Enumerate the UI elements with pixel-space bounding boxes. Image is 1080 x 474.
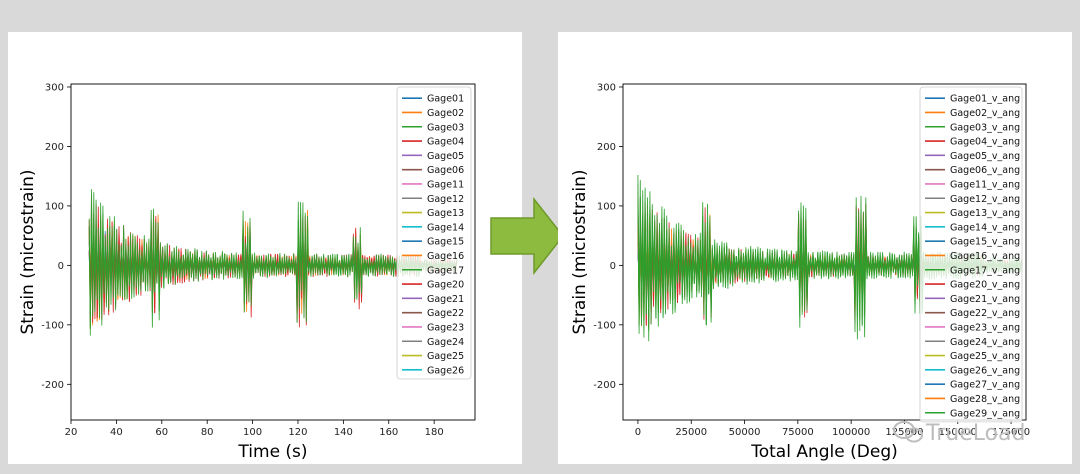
legend-entry: Gage22 xyxy=(427,308,464,319)
y-axis-label: Strain (microstrain) xyxy=(18,169,38,334)
x-tick-label: 25000 xyxy=(675,427,707,438)
y-tick-label: 300 xyxy=(45,82,64,93)
left-chart-panel: -200 -100 0 100 200 300 20 40 60 80 100 120 140 160 18… xyxy=(8,32,522,464)
plot-frame xyxy=(70,83,476,421)
y-tick-label: 200 xyxy=(45,142,64,153)
legend-entry: Gage06 xyxy=(427,165,464,176)
y-tick-label: 100 xyxy=(597,201,616,212)
x-tick-label: 175000 xyxy=(992,427,1030,438)
legend-entry: Gage27_v_ang xyxy=(950,380,1020,391)
watermark: TrueLoad xyxy=(893,421,1026,446)
legend-entry: Gage14 xyxy=(427,222,464,233)
legend-entry: Gage14_v_ang xyxy=(950,222,1020,233)
legend-entry: Gage24_v_ang xyxy=(950,337,1020,348)
x-tick-label: 40 xyxy=(110,427,123,438)
x-tick-label: 120 xyxy=(288,427,307,438)
x-tick-label: 60 xyxy=(155,427,168,438)
legend-entry: Gage17_v_ang xyxy=(950,265,1020,276)
legend-entry: Gage15 xyxy=(427,237,464,248)
legend-entry: Gage16_v_ang xyxy=(950,251,1020,262)
time-strain-chart: -200 -100 0 100 200 300 20 40 60 80 100 120 140 160 18… xyxy=(18,82,476,462)
x-tick-label: 160 xyxy=(379,427,398,438)
y-tick-label: 0 xyxy=(610,261,616,272)
legend-entry: Gage05_v_ang xyxy=(950,151,1020,162)
x-tick-label: 180 xyxy=(425,427,444,438)
legend-entry: Gage13 xyxy=(427,208,464,219)
legend: Gage01_v_ang Gage02_v_ang Gage03_v_ang Gage… xyxy=(919,86,1023,423)
legend-entry: Gage13_v_ang xyxy=(950,208,1020,219)
legend-entry: Gage28_v_ang xyxy=(950,394,1020,405)
legend-entry: Gage29_v_ang xyxy=(950,408,1020,419)
x-axis-label: Time (s) xyxy=(237,442,307,462)
y-tick-label: 300 xyxy=(597,82,616,93)
y-tick-label: 100 xyxy=(45,201,64,212)
y-tick-label: -100 xyxy=(593,320,616,331)
legend-entry: Gage26 xyxy=(427,365,464,376)
legend-entry: Gage06_v_ang xyxy=(950,165,1020,176)
watermark-text: TrueLoad xyxy=(925,421,1026,446)
x-tick-label: 50000 xyxy=(729,427,761,438)
legend-entry: Gage11 xyxy=(427,179,464,190)
legend-entry: Gage12_v_ang xyxy=(950,194,1020,205)
legend-entry: Gage21 xyxy=(427,294,464,305)
right-arrow-icon xyxy=(490,196,564,276)
angle-strain-chart: -200 -100 0 100 200 300 0 25000 50000 75000 100000… xyxy=(570,82,1030,462)
trace-gage03 xyxy=(88,199,458,329)
x-tick-label: 75000 xyxy=(782,427,814,438)
x-tick-label: 150000 xyxy=(939,427,977,438)
legend-entry: Gage26_v_ang xyxy=(950,365,1020,376)
legend-entry: Gage01 xyxy=(427,94,464,105)
x-tick-label: 0 xyxy=(635,427,641,438)
legend-entry: Gage23 xyxy=(427,322,464,333)
legend-entry: Gage25 xyxy=(427,351,464,362)
x-tick-label: 140 xyxy=(334,427,353,438)
y-tick-label: 0 xyxy=(58,261,64,272)
legend-box xyxy=(396,86,472,380)
legend-entry: Gage22_v_ang xyxy=(950,308,1020,319)
y-tick-label: -100 xyxy=(41,320,64,331)
wechat-icon xyxy=(893,421,923,443)
legend-entry: Gage21_v_ang xyxy=(950,294,1020,305)
legend-entry: Gage23_v_ang xyxy=(950,322,1020,333)
legend-entry: Gage02_v_ang xyxy=(950,108,1020,119)
x-tick-label: 80 xyxy=(201,427,214,438)
x-tick-label: 20 xyxy=(65,427,78,438)
legend-entry: Gage16 xyxy=(427,251,464,262)
y-tick-label: -200 xyxy=(593,380,616,391)
plot-frame xyxy=(622,83,1027,421)
legend-entry: Gage05 xyxy=(427,151,464,162)
x-tick-label: 100000 xyxy=(832,427,870,438)
legend: Gage01 Gage02 Gage03 Gage04 Gage05 Gage06 Gage… xyxy=(396,86,472,380)
legend-entry: Gage11_v_ang xyxy=(950,179,1020,190)
legend-entry: Gage03 xyxy=(427,122,464,133)
legend-entry: Gage17 xyxy=(427,265,464,276)
x-tick-label: 125000 xyxy=(885,427,923,438)
legend-entry: Gage01_v_ang xyxy=(950,94,1020,105)
right-chart-panel: -200 -100 0 100 200 300 0 25000 50000 75000 100000… xyxy=(558,32,1072,464)
legend-entry: Gage02 xyxy=(427,108,464,119)
x-axis-label: Total Angle (Deg) xyxy=(750,442,898,462)
signal-traces xyxy=(88,189,458,336)
legend-entry: Gage15_v_ang xyxy=(950,237,1020,248)
legend-entry: Gage12 xyxy=(427,194,464,205)
x-tick-label: 100 xyxy=(243,427,262,438)
legend-entry: Gage03_v_ang xyxy=(950,122,1020,133)
legend-box xyxy=(919,86,1023,423)
legend-entry: Gage04_v_ang xyxy=(950,137,1020,148)
legend-entry: Gage20 xyxy=(427,280,464,291)
y-axis-label: Strain (microstrain) xyxy=(570,169,590,334)
legend-entry: Gage25_v_ang xyxy=(950,351,1020,362)
legend-entry: Gage04 xyxy=(427,137,464,148)
y-tick-label: 200 xyxy=(597,142,616,153)
y-tick-label: -200 xyxy=(41,380,64,391)
legend-entry: Gage20_v_ang xyxy=(950,280,1020,291)
legend-entry: Gage24 xyxy=(427,337,464,348)
